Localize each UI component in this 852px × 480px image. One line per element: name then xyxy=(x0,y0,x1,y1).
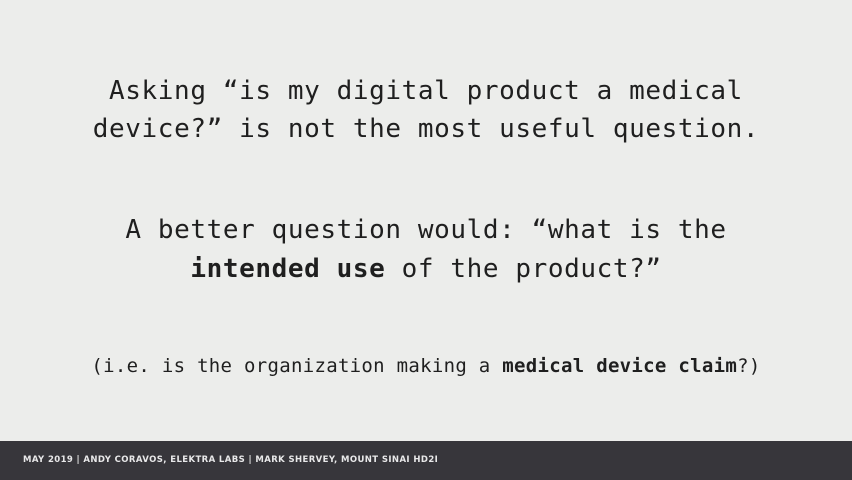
slide-content: Asking “is my digital product a medical … xyxy=(0,76,852,377)
question-line-1: Asking “is my digital product a medical xyxy=(109,76,743,106)
better-question-line-1: A better question would: “what is the xyxy=(125,215,727,245)
footer-credits: MAY 2019 | ANDY CORAVOS, ELEKTRA LABS | … xyxy=(23,455,439,465)
intended-use-emphasis: intended use xyxy=(190,254,386,284)
clarification-suffix: ?) xyxy=(737,355,761,377)
footer-bar: MAY 2019 | ANDY CORAVOS, ELEKTRA LABS | … xyxy=(0,441,852,480)
question-line-2: device?” is not the most useful question… xyxy=(92,114,760,144)
clarification-line: (i.e. is the organization making a medic… xyxy=(0,355,852,377)
better-question-line-2-rest: of the product?” xyxy=(385,254,662,284)
medical-device-claim-emphasis: medical device claim xyxy=(502,355,738,377)
clarification-prefix: (i.e. is the organization making a xyxy=(91,355,503,377)
better-question-line-2: intended use of the product?” xyxy=(0,254,852,284)
